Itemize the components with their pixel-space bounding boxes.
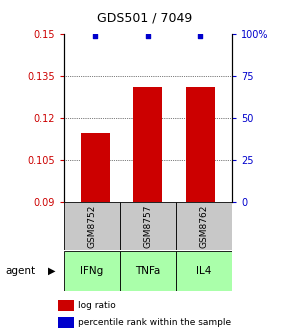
Bar bbox=[133, 87, 162, 202]
Bar bbox=[64, 202, 120, 250]
Bar bbox=[186, 87, 215, 202]
Text: ▶: ▶ bbox=[48, 266, 55, 276]
Bar bbox=[81, 133, 110, 202]
Text: GSM8757: GSM8757 bbox=[143, 204, 153, 248]
Point bbox=[93, 34, 98, 39]
Bar bbox=[58, 317, 74, 328]
Bar bbox=[176, 251, 232, 291]
Point bbox=[198, 34, 203, 39]
Bar bbox=[176, 202, 232, 250]
Point bbox=[146, 34, 150, 39]
Bar bbox=[58, 300, 74, 311]
Text: GDS501 / 7049: GDS501 / 7049 bbox=[97, 12, 193, 25]
Text: agent: agent bbox=[6, 266, 36, 276]
Text: IL4: IL4 bbox=[196, 266, 212, 276]
Bar bbox=[120, 251, 176, 291]
Text: TNFa: TNFa bbox=[135, 266, 161, 276]
Text: log ratio: log ratio bbox=[78, 301, 116, 310]
Bar bbox=[64, 251, 120, 291]
Text: GSM8762: GSM8762 bbox=[200, 204, 209, 248]
Text: IFNg: IFNg bbox=[80, 266, 104, 276]
Text: GSM8752: GSM8752 bbox=[87, 204, 96, 248]
Bar bbox=[120, 202, 176, 250]
Text: percentile rank within the sample: percentile rank within the sample bbox=[78, 318, 231, 327]
